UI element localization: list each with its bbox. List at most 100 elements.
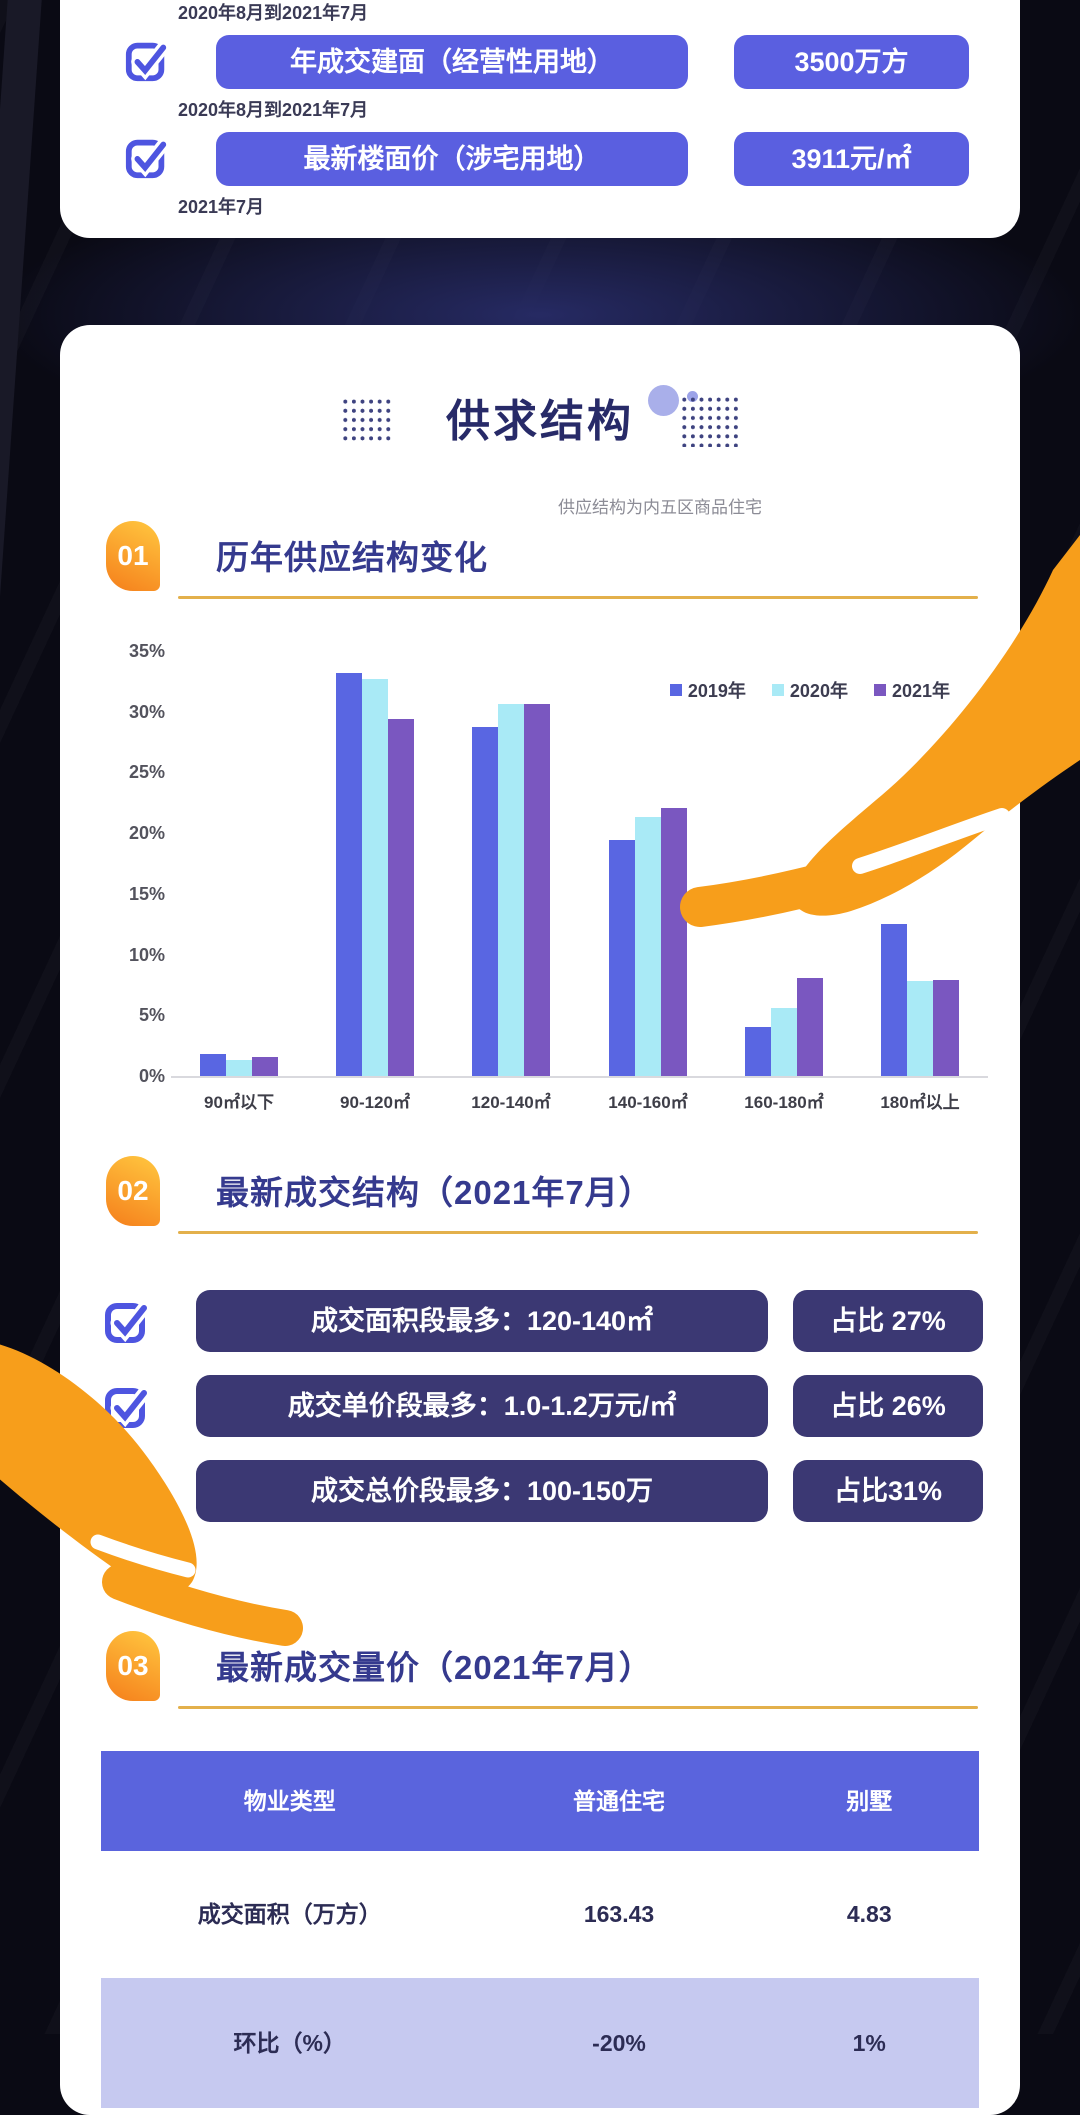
table-row: 成交面积（万方） 163.43 4.83 xyxy=(101,1851,979,1978)
gold-underline xyxy=(178,1706,978,1709)
orange-hand-left-decoration xyxy=(0,1344,303,1646)
stat-value-pill: 占比 26% xyxy=(793,1375,983,1437)
bar-2020年-90㎡以下 xyxy=(226,1060,252,1076)
legend-swatch xyxy=(771,684,784,696)
stat-row-floor-price: 最新楼面价（涉宅用地） 3911元/㎡ xyxy=(60,132,1020,186)
x-tick-label: 140-160㎡ xyxy=(608,1093,688,1112)
legend-swatch xyxy=(873,684,886,696)
y-tick-label: 10% xyxy=(128,944,165,965)
legend-label: 2019年 xyxy=(687,681,746,701)
orange-hand-right-decoration xyxy=(680,535,1080,927)
bar-2021年-90-120㎡ xyxy=(388,719,414,1076)
bar-2019年-90-120㎡ xyxy=(336,673,362,1076)
bar-2019年-180㎡以上 xyxy=(881,924,907,1076)
x-tick-label: 120-140㎡ xyxy=(471,1093,551,1112)
bar-2020年-180㎡以上 xyxy=(907,981,933,1076)
y-tick-label: 25% xyxy=(128,762,165,783)
checkbox-icon xyxy=(124,37,170,88)
checkbox-icon xyxy=(103,1382,151,1435)
stat-value-pill: 3500万方 xyxy=(734,35,969,89)
deal-structure-stats: 成交面积段最多：120-140㎡ 占比 27% 成交单价段最多：1.0-1.2万… xyxy=(60,1290,1020,1522)
bar-2021年-120-140㎡ xyxy=(524,704,550,1076)
table-cell: 4.83 xyxy=(846,1901,892,1927)
stat-label-pill: 成交总价段最多：100-150万 xyxy=(196,1460,768,1522)
bar-2020年-160-180㎡ xyxy=(771,1008,797,1076)
table-header-row: 物业类型 普通住宅 别墅 xyxy=(101,1751,979,1851)
gold-underline xyxy=(178,1231,978,1234)
land-market-card: 2020年8月到2021年7月 年成交建面（经营性用地） 3500万方 2020… xyxy=(60,0,1020,238)
stat-value-pill: 3911元/㎡ xyxy=(734,132,969,186)
table-cell: -20% xyxy=(592,2030,646,2056)
bar-2019年-140-160㎡ xyxy=(609,840,635,1076)
stat-row-unit-price: 成交单价段最多：1.0-1.2万元/㎡ 占比 26% xyxy=(60,1375,1020,1437)
section-title: 最新成交量价（2021年7月） xyxy=(216,1649,653,1686)
bar-2020年-120-140㎡ xyxy=(498,704,524,1076)
x-tick-label: 180㎡以上 xyxy=(880,1093,960,1112)
section-header-02: 02 最新成交结构（2021年7月） xyxy=(60,1156,1020,1234)
legend-item: 2019年 xyxy=(669,677,746,703)
stat-row-total-price: 成交总价段最多：100-150万 占比31% xyxy=(60,1460,1020,1522)
chart-note: 供应结构为内五区商品住宅 xyxy=(558,498,762,517)
section-title: 最新成交结构（2021年7月） xyxy=(216,1174,653,1211)
table-cell: 1% xyxy=(852,2030,886,2056)
legend-label: 2020年 xyxy=(789,681,848,701)
legend-item: 2021年 xyxy=(873,677,950,703)
y-tick-label: 20% xyxy=(128,823,165,844)
y-tick-label: 30% xyxy=(128,701,165,722)
y-tick-label: 0% xyxy=(138,1066,165,1086)
bar-2021年-90㎡以下 xyxy=(252,1057,278,1076)
circle-decoration xyxy=(648,385,679,416)
table-cell: 163.43 xyxy=(583,1901,655,1927)
section-title: 历年供应结构变化 xyxy=(216,539,488,576)
bar-2019年-160-180㎡ xyxy=(745,1027,771,1076)
table-header-cell: 普通住宅 xyxy=(573,1788,665,1814)
y-tick-label: 5% xyxy=(138,1005,165,1026)
table-row: 环比（%） -20% 1% xyxy=(101,1978,979,2108)
stat-label-pill: 年成交建面（经营性用地） xyxy=(216,35,688,89)
table-cell: 成交面积（万方） xyxy=(197,1901,382,1927)
table-header-cell: 物业类型 xyxy=(243,1788,336,1814)
legend-label: 2021年 xyxy=(891,681,950,701)
section-number-badge: 03 xyxy=(106,1631,160,1701)
y-tick-label: 15% xyxy=(128,883,165,904)
section-number-badge: 02 xyxy=(106,1156,160,1226)
stat-row-annual-area: 年成交建面（经营性用地） 3500万方 xyxy=(60,35,1020,89)
page-title: 供求结构 xyxy=(446,397,634,446)
dot-grid-decoration xyxy=(341,397,393,443)
y-tick-label: 35% xyxy=(128,641,165,661)
supply-structure-bar-chart: 2019年 2020年 2021年 0% 5% 10% 15% 20% 25% 30% 35% 90… xyxy=(60,631,1020,1126)
stat-label-pill: 最新楼面价（涉宅用地） xyxy=(216,132,688,186)
section-title-row: 供求结构 xyxy=(60,385,1020,451)
supply-demand-card: 供求结构 供应结构为内五区商品住宅 01 历年供应结构变化 2019年 2020年… xyxy=(60,325,1020,2115)
bar-2021年-160-180㎡ xyxy=(797,978,823,1076)
period-label: 2021年7月 xyxy=(178,197,265,217)
bar-2021年-140-160㎡ xyxy=(661,808,687,1076)
table-cell: 环比（%） xyxy=(233,2030,346,2056)
checkbox-icon xyxy=(103,1297,151,1350)
stat-label-pill: 成交面积段最多：120-140㎡ xyxy=(196,1290,768,1352)
stat-row-area: 成交面积段最多：120-140㎡ 占比 27% xyxy=(60,1290,1020,1352)
table-header-cell: 别墅 xyxy=(846,1788,893,1814)
legend-swatch xyxy=(669,684,682,696)
stat-value-pill: 占比 27% xyxy=(793,1290,983,1352)
bar-2021年-180㎡以上 xyxy=(933,980,959,1076)
x-tick-label: 90-120㎡ xyxy=(340,1093,410,1112)
x-tick-label: 160-180㎡ xyxy=(744,1093,824,1112)
period-label: 2020年8月到2021年7月 xyxy=(178,3,369,23)
bar-2019年-90㎡以下 xyxy=(200,1054,226,1076)
bar-2019年-120-140㎡ xyxy=(472,727,498,1076)
volume-price-table: 物业类型 普通住宅 别墅 成交面积（万方） 163.43 4.83 环比（%） … xyxy=(101,1751,979,2108)
gold-underline xyxy=(178,596,978,599)
x-tick-label: 90㎡以下 xyxy=(204,1093,274,1112)
x-axis-line xyxy=(171,1076,988,1078)
section-header-01: 01 历年供应结构变化 xyxy=(60,521,1020,599)
period-label: 2020年8月到2021年7月 xyxy=(178,100,369,120)
checkbox-icon xyxy=(124,134,170,185)
bar-2020年-90-120㎡ xyxy=(362,679,388,1076)
dot-grid-decoration xyxy=(680,395,740,447)
bar-2020年-140-160㎡ xyxy=(635,817,661,1076)
stat-label-pill: 成交单价段最多：1.0-1.2万元/㎡ xyxy=(196,1375,768,1437)
section-number-badge: 01 xyxy=(106,521,160,591)
section-header-03: 03 最新成交量价（2021年7月） xyxy=(60,1631,1020,1709)
chart-legend: 2019年 2020年 2021年 xyxy=(669,677,950,703)
